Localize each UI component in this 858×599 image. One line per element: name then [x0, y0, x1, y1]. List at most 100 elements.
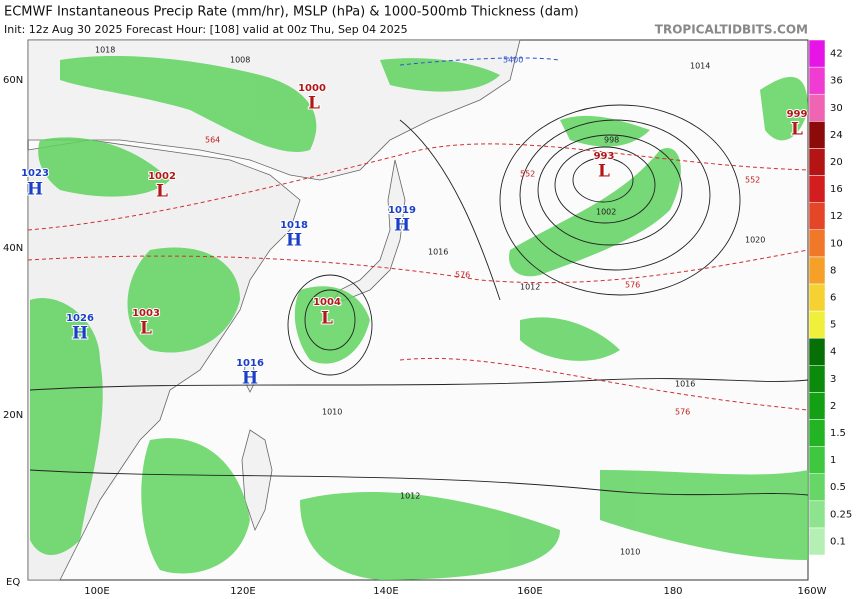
map-area	[27, 39, 809, 581]
colorbar-label: 1	[830, 455, 836, 466]
colorbar-label: 20	[830, 157, 843, 168]
lon-label: 120E	[230, 586, 255, 597]
colorbar-segment	[808, 392, 826, 420]
isobar-label: 1010	[620, 548, 640, 557]
colorbar-label: 10	[830, 238, 843, 249]
center-type: L	[308, 94, 320, 114]
thickness-label: 576	[675, 408, 690, 417]
isobar-label: 1012	[520, 283, 540, 292]
taiwan	[243, 359, 257, 393]
thickness-label: 552	[745, 176, 760, 185]
colorbar-segment	[808, 175, 826, 203]
lon-label: 180	[663, 586, 682, 597]
lat-label: 60N	[3, 75, 23, 86]
center-type: H	[72, 324, 88, 344]
colorbar-segment	[808, 93, 826, 122]
center-value: 1026	[66, 313, 94, 324]
subtitle: Init: 12z Aug 30 2025 Forecast Hour: [10…	[4, 23, 408, 36]
colorbar-label: 5	[830, 320, 836, 331]
thickness-lines	[27, 143, 809, 411]
isobar-label: 1008	[230, 56, 250, 65]
title: ECMWF Instantaneous Precip Rate (mm/hr),…	[4, 5, 579, 20]
colorbar-segment	[808, 121, 826, 149]
colorbar-segment	[808, 446, 826, 474]
isobar-label: 1016	[428, 248, 448, 257]
pressure-centers: 1023 H 1002 L 1000 L 1018 H 1019 H 993 L…	[20, 82, 808, 390]
colorbar-label: 24	[830, 130, 843, 141]
lon-label: 100E	[84, 586, 109, 597]
colorbar-segment	[808, 148, 826, 176]
isobar-label: 1012	[400, 492, 420, 501]
thickness-label: 564	[205, 136, 220, 145]
center-type: L	[140, 319, 152, 339]
colorbar-segment	[808, 283, 826, 312]
colorbar-segment	[808, 337, 826, 366]
watermark: TROPICALTIDBITS.COM	[655, 23, 808, 37]
center-value: 1019	[388, 205, 416, 216]
colorbar-segment	[808, 202, 826, 230]
center-type: L	[321, 309, 333, 329]
colorbar-label: 2	[830, 401, 836, 412]
center-value: 1004	[313, 297, 341, 308]
colorbar-label: 16	[830, 184, 843, 195]
colorbar-label: 6	[830, 293, 836, 304]
center-value: 1002	[148, 171, 176, 182]
axes: 60N 40N 20N EQ 100E 120E 140E 160E 180 1…	[3, 75, 827, 597]
lat-label: 20N	[3, 410, 23, 421]
isobar-label: 1020	[745, 236, 765, 245]
center-type: H	[27, 180, 43, 200]
center-value: 1016	[236, 358, 264, 369]
colorbar-segment	[808, 365, 826, 393]
isobar-label: 1010	[322, 408, 342, 417]
lon-label: 140E	[373, 586, 398, 597]
center-type: L	[791, 120, 803, 140]
center-value: 1000	[298, 83, 326, 94]
center-type: H	[242, 369, 258, 389]
colorbar-label: 42	[830, 49, 843, 60]
philippines	[241, 429, 273, 532]
colorbar-label: 30	[830, 103, 843, 114]
thickness-label: 552	[520, 170, 535, 179]
lon-label: 160W	[798, 586, 827, 597]
isobar-label: 1002	[596, 208, 616, 217]
colorbar-label: 0.25	[830, 509, 852, 520]
lat-label: 40N	[3, 243, 23, 254]
colorbar-segment	[808, 473, 826, 502]
colorbar-label: 8	[830, 265, 836, 276]
isobar-label: 1014	[690, 62, 710, 71]
center-value: 993	[594, 151, 615, 162]
colorbar-label: 0.1	[830, 536, 846, 547]
center-value: 1018	[280, 220, 308, 231]
isobar-label: 1018	[95, 46, 115, 55]
asia-land	[27, 139, 301, 581]
center-type: L	[598, 162, 610, 182]
colorbar-segment	[808, 229, 826, 258]
colorbar-label: 36	[830, 76, 843, 87]
colorbar-label: 4	[830, 347, 836, 358]
colorbar-segment	[808, 256, 826, 285]
colorbar-segment	[808, 419, 826, 447]
colorbar-label: 12	[830, 211, 843, 222]
colorbar-label: 0.5	[830, 482, 846, 493]
lon-label: 160E	[517, 586, 542, 597]
thickness-label: 576	[455, 271, 470, 280]
lat-label: EQ	[6, 577, 20, 588]
thickness-label: 576	[625, 281, 640, 290]
center-value: 1003	[132, 308, 160, 319]
colorbar-segment	[808, 310, 826, 339]
isobars	[29, 104, 809, 496]
colorbar-label: 3	[830, 374, 836, 385]
colorbar-segment	[808, 500, 826, 529]
center-type: H	[394, 216, 410, 236]
colorbar: 0.1 0.25 0.5 1 1.5 2 3 4 5 6 8 10 12 16 20 24 30 36 42	[808, 39, 852, 556]
colorbar-label: 1.5	[830, 428, 846, 439]
precip-areas	[30, 55, 808, 580]
center-type: L	[156, 182, 168, 202]
colorbar-segment	[808, 39, 826, 68]
colorbar-segment	[808, 527, 826, 556]
center-type: H	[286, 231, 302, 251]
isobar-label: 998	[604, 136, 619, 145]
contour-labels: 1018 1008 1014 998 1002 1020 1016 1012 1…	[95, 46, 765, 557]
isobar-label: 1016	[675, 380, 695, 389]
